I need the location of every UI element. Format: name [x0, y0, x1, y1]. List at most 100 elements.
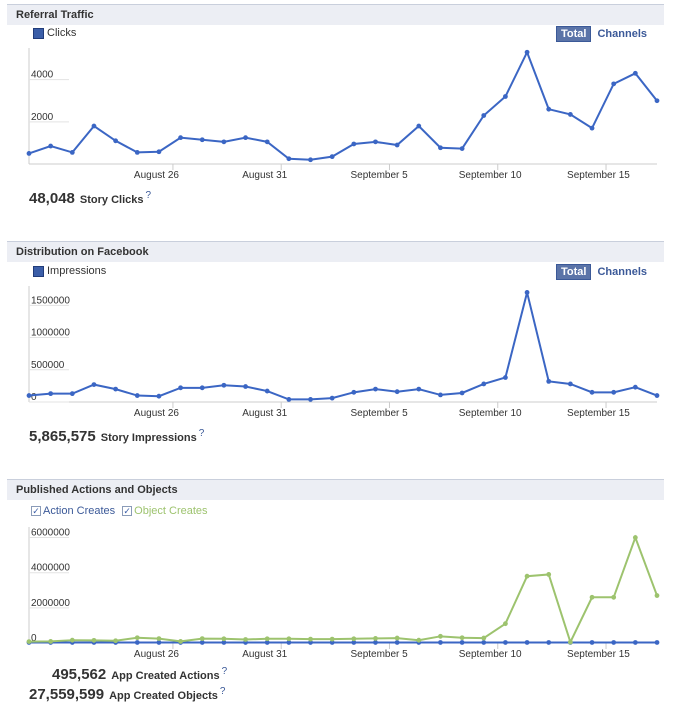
story-impressions-value: 5,865,575	[29, 428, 96, 445]
data-point	[221, 640, 227, 645]
data-point	[199, 636, 205, 642]
data-point	[438, 392, 443, 398]
data-point	[48, 391, 54, 397]
x-tick-label: September 10	[459, 408, 522, 419]
data-point	[156, 640, 162, 645]
distribution-view-toggle: Total Channels	[556, 264, 647, 280]
series-line-clicks	[28, 49, 658, 161]
impressions-swatch[interactable]	[33, 265, 44, 277]
data-point	[503, 640, 508, 645]
distribution-chart: 0 500000 1000000 1500000 August 26 August 31 S…	[26, 286, 660, 419]
data-point	[156, 149, 162, 155]
data-point	[654, 593, 660, 598]
data-point	[481, 640, 487, 645]
x-tick-label: September 15	[567, 408, 630, 419]
data-point	[654, 98, 660, 104]
x-tick-label: August 26	[134, 408, 179, 419]
app-objects-help-link[interactable]: ?	[219, 686, 226, 697]
data-point	[611, 81, 617, 87]
data-point	[351, 141, 357, 147]
story-impressions-help-link[interactable]: ?	[198, 428, 205, 439]
referral-traffic-header: Referral Traffic	[7, 4, 664, 25]
app-actions-help-link[interactable]: ?	[221, 666, 228, 677]
story-clicks-help-link[interactable]: ?	[145, 190, 152, 201]
distribution-total-button[interactable]: Total	[556, 264, 592, 280]
action-creates-legend[interactable]: ✓ Action Creates	[31, 505, 115, 517]
referral-traffic-title: Referral Traffic	[16, 9, 94, 21]
data-point	[113, 638, 119, 644]
x-tick-label: August 31	[242, 649, 287, 660]
data-point	[567, 112, 573, 117]
data-point	[308, 157, 313, 163]
data-point	[264, 636, 270, 642]
data-point	[91, 637, 97, 643]
app-objects-label: App Created Objects	[109, 690, 218, 702]
data-point	[632, 384, 638, 390]
data-point	[632, 70, 638, 76]
x-tick-label: September 5	[350, 408, 408, 419]
data-point	[524, 573, 530, 579]
data-point	[394, 389, 400, 395]
data-point	[134, 640, 140, 645]
data-point	[26, 151, 32, 156]
distribution-channels-link[interactable]: Channels	[597, 266, 647, 278]
data-point	[91, 123, 97, 129]
object-creates-legend[interactable]: ✓ Object Creates	[122, 505, 208, 517]
x-tick-label: September 15	[567, 649, 630, 660]
referral-total-button[interactable]: Total	[556, 26, 592, 42]
data-point	[459, 146, 465, 152]
y-tick-label: 2000	[31, 112, 54, 123]
action-creates-checkbox[interactable]: ✓	[31, 506, 41, 516]
data-point	[69, 637, 75, 643]
data-point	[394, 635, 400, 641]
distribution-title: Distribution on Facebook	[16, 246, 149, 258]
data-point	[221, 382, 227, 388]
clicks-swatch[interactable]	[33, 27, 44, 39]
data-point	[286, 636, 292, 642]
data-point	[308, 640, 313, 645]
data-point	[373, 139, 378, 145]
data-point	[524, 49, 530, 55]
data-point	[48, 639, 54, 644]
data-point	[611, 640, 617, 645]
data-point	[459, 390, 465, 396]
data-point	[503, 375, 508, 380]
referral-traffic-chart: 2000 4000 August 26 August 31 September 5 Sep…	[26, 48, 660, 181]
object-creates-label: Object Creates	[134, 505, 208, 517]
data-point	[373, 640, 378, 645]
object-creates-checkbox[interactable]: ✓	[122, 506, 133, 516]
data-point	[113, 138, 119, 144]
clicks-legend-label: Clicks	[47, 27, 77, 39]
distribution-header: Distribution on Facebook	[7, 241, 664, 262]
data-point	[26, 639, 32, 644]
y-tick-label: 6000000	[31, 528, 70, 539]
data-point	[286, 397, 292, 402]
data-point	[178, 385, 183, 391]
data-point	[546, 640, 552, 645]
story-clicks-label: Story Clicks	[79, 194, 144, 206]
data-point	[113, 386, 119, 392]
data-point	[69, 391, 75, 397]
story-impressions-label: Story Impressions	[100, 432, 197, 444]
data-point	[351, 636, 357, 642]
y-tick-label: 500000	[31, 360, 65, 371]
data-point	[199, 385, 205, 391]
data-point	[524, 290, 530, 295]
data-point	[632, 640, 638, 645]
app-actions-value: 495,562	[52, 666, 107, 683]
data-point	[91, 382, 97, 387]
action-creates-label: Action Creates	[43, 505, 116, 517]
impressions-legend[interactable]: Impressions	[33, 265, 106, 277]
impressions-legend-label: Impressions	[47, 265, 107, 277]
data-point	[416, 386, 422, 392]
data-point	[546, 378, 552, 384]
data-point	[567, 381, 573, 387]
clicks-legend[interactable]: Clicks	[33, 27, 76, 39]
x-tick-label: September 5	[350, 649, 408, 660]
x-tick-label: September 10	[459, 170, 522, 181]
referral-channels-link[interactable]: Channels	[597, 28, 647, 40]
data-point	[438, 145, 443, 151]
y-tick-label: 0	[31, 633, 37, 644]
data-point	[156, 393, 162, 399]
data-point	[178, 135, 183, 141]
